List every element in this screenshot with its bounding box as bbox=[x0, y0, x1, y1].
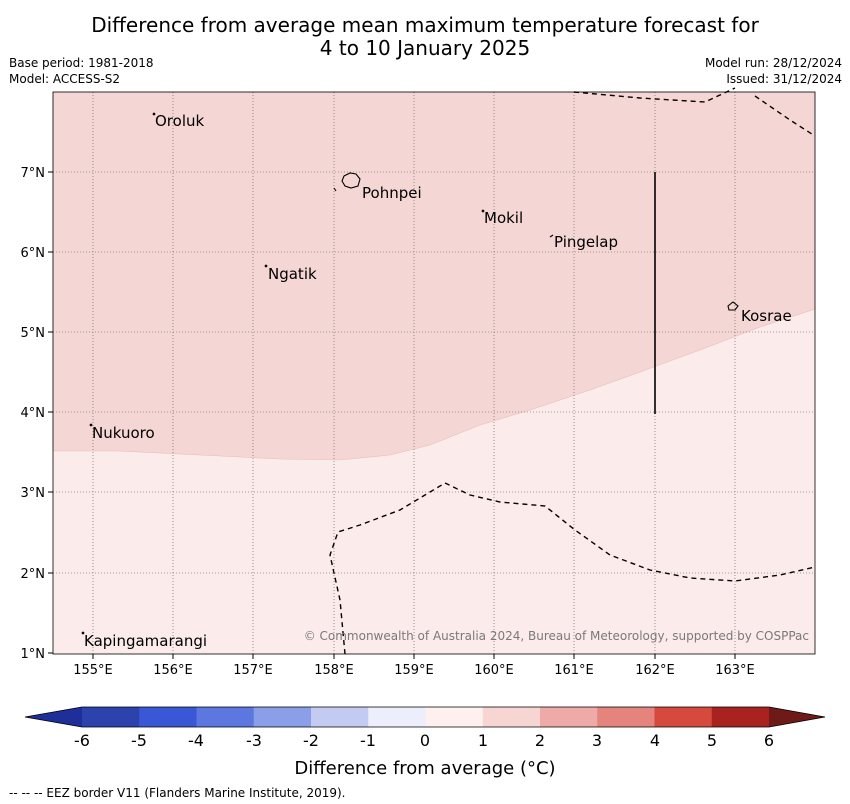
place-label: Kapingamarangi bbox=[84, 632, 207, 650]
colorbar-tick-label: -3 bbox=[246, 731, 262, 750]
colorbar-tick-label: -6 bbox=[74, 731, 90, 750]
pohnpei-island bbox=[341, 172, 361, 189]
lat-label: 3°N bbox=[21, 486, 46, 501]
lat-label: 4°N bbox=[21, 406, 46, 421]
lon-label: 160°E bbox=[474, 663, 514, 678]
colorbar-segment bbox=[253, 707, 312, 727]
lat-label: 2°N bbox=[21, 567, 46, 582]
lat-label: 7°N bbox=[21, 166, 46, 181]
lat-label: 1°N bbox=[21, 647, 46, 662]
lon-label: 163°E bbox=[715, 663, 755, 678]
lon-label: 156°E bbox=[153, 663, 193, 678]
colorbar-segment bbox=[139, 707, 197, 727]
eez-border-north bbox=[573, 87, 736, 103]
colorbar-tick-label: -4 bbox=[188, 731, 204, 750]
lon-label: 161°E bbox=[554, 663, 594, 678]
colorbar-segment bbox=[82, 707, 140, 727]
colorbar-segment bbox=[482, 707, 541, 727]
lon-label: 158°E bbox=[314, 663, 354, 678]
colorbar-segment bbox=[711, 707, 770, 727]
colorbar-tick-label: 4 bbox=[649, 731, 661, 750]
place-label: Ngatik bbox=[268, 265, 317, 283]
place-label: Pohnpei bbox=[362, 184, 422, 202]
axis-ticks bbox=[48, 171, 736, 659]
colorbar-segment bbox=[311, 707, 369, 727]
nukuoro-island bbox=[89, 423, 93, 427]
kosrae-island bbox=[727, 301, 739, 311]
lon-label: 155°E bbox=[73, 663, 113, 678]
colorbar-title: Difference from average (°C) bbox=[294, 758, 556, 779]
map-frame bbox=[52, 91, 816, 655]
lon-label: 159°E bbox=[394, 663, 434, 678]
lat-label: 6°N bbox=[21, 246, 46, 261]
colorbar-segment bbox=[540, 707, 598, 727]
lon-label: 157°E bbox=[233, 663, 273, 678]
colorbar-tick-label: 2 bbox=[534, 731, 546, 750]
colorbar bbox=[24, 706, 826, 728]
lat-label: 5°N bbox=[21, 326, 46, 341]
colorbar-extend-low bbox=[25, 707, 82, 727]
model-name: Model: ACCESS-S2 bbox=[9, 72, 121, 86]
colorbar-outline bbox=[24, 706, 826, 728]
islands bbox=[81, 112, 739, 635]
kapingamarangi-island bbox=[81, 631, 85, 635]
pohnpei-islet bbox=[333, 187, 337, 192]
colorbar-segment bbox=[196, 707, 255, 727]
copyright-notice: © Commonwealth of Australia 2024, Bureau… bbox=[304, 629, 809, 643]
colorbar-tick-label: -5 bbox=[131, 731, 147, 750]
colorbar-segment bbox=[597, 707, 655, 727]
colorbar-tick-label: -1 bbox=[360, 731, 376, 750]
colorbar-tick-label: 6 bbox=[763, 731, 775, 750]
place-label: Pingelap bbox=[554, 233, 618, 251]
colorbar-extend-high bbox=[769, 707, 825, 727]
colorbar-tick-label: 1 bbox=[477, 731, 489, 750]
eez-border-south bbox=[329, 482, 816, 655]
oroluk-island bbox=[152, 112, 156, 116]
colorbar-segment bbox=[368, 707, 426, 727]
map-title-line-1: Difference from average mean maximum tem… bbox=[91, 13, 759, 37]
eez-borders bbox=[329, 87, 816, 655]
base-period: Base period: 1981-2018 bbox=[9, 56, 154, 70]
place-label: Kosrae bbox=[741, 307, 792, 325]
colorbar-tick-label: 0 bbox=[419, 731, 431, 750]
map-title-line-2: 4 to 10 January 2025 bbox=[319, 36, 531, 60]
colorbar-tick-label: -2 bbox=[303, 731, 319, 750]
colorbar-tick-label: 5 bbox=[706, 731, 718, 750]
mokil-island bbox=[481, 209, 485, 213]
eez-legend-note: -- -- -- EEZ border V11 (Flanders Marine… bbox=[9, 786, 346, 800]
place-label: Oroluk bbox=[155, 112, 204, 130]
ngatik-island bbox=[264, 264, 268, 268]
upper-anomaly-zone bbox=[52, 91, 816, 461]
lon-label: 162°E bbox=[635, 663, 675, 678]
model-run-date: Model run: 28/12/2024 bbox=[704, 56, 842, 70]
issued-date: Issued: 31/12/2024 bbox=[726, 72, 842, 86]
colorbar-tick-label: 3 bbox=[591, 731, 603, 750]
colorbar-segment bbox=[654, 707, 713, 727]
place-label: Mokil bbox=[484, 209, 523, 227]
colorbar-segment bbox=[425, 707, 484, 727]
place-label: Nukuoro bbox=[92, 424, 155, 442]
pingelap-island bbox=[549, 234, 554, 238]
